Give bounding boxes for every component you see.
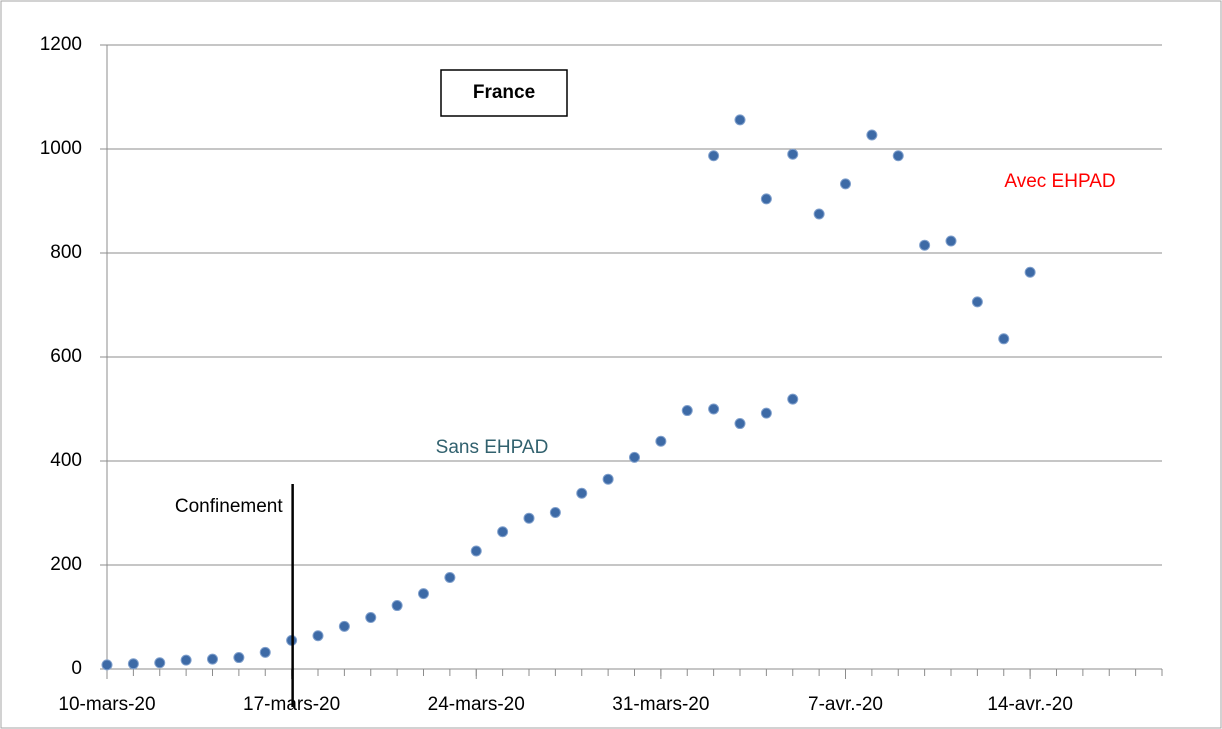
point (259, 646, 271, 658)
point (681, 405, 693, 417)
point (655, 435, 667, 447)
y-tick-label: 0 (71, 658, 82, 679)
point (365, 612, 377, 624)
point (444, 571, 456, 583)
point (391, 600, 403, 612)
series-label: Avec EHPAD (1004, 171, 1115, 192)
point (602, 473, 614, 485)
point (708, 150, 720, 162)
point (945, 235, 957, 247)
point (127, 658, 139, 670)
point (470, 545, 482, 557)
point (708, 403, 720, 415)
point (787, 148, 799, 160)
point (760, 407, 772, 419)
point (892, 150, 904, 162)
y-tick-label: 400 (50, 450, 82, 471)
point (813, 208, 825, 220)
y-tick-label: 1200 (40, 34, 82, 55)
point (312, 630, 324, 642)
point (101, 659, 113, 671)
series-label: Sans EHPAD (436, 437, 549, 458)
point (523, 512, 535, 524)
point (154, 657, 166, 669)
x-tick-label: 10-mars-20 (58, 694, 155, 715)
point (418, 588, 429, 600)
x-tick-label: 31-mars-20 (612, 694, 709, 715)
x-tick-label: 24-mars-20 (428, 694, 525, 715)
point (576, 487, 588, 499)
point (233, 652, 245, 664)
point (866, 129, 878, 141)
annotation-label: Confinement (175, 496, 283, 517)
point (497, 526, 509, 538)
point (734, 114, 746, 126)
point (549, 506, 561, 518)
point (734, 418, 746, 430)
point (760, 193, 772, 205)
y-tick-label: 800 (50, 242, 82, 263)
title-box (440, 69, 568, 117)
y-tick-label: 1000 (40, 138, 82, 159)
point (787, 393, 799, 405)
chart-title: France (473, 82, 535, 103)
point (971, 296, 983, 308)
y-tick-label: 600 (50, 346, 82, 367)
point (338, 620, 350, 632)
point (207, 653, 218, 665)
point (840, 178, 851, 190)
x-tick-label: 14-avr.-20 (987, 694, 1073, 715)
point (629, 451, 640, 463)
point (998, 333, 1010, 345)
y-tick-label: 200 (50, 554, 82, 575)
point (180, 654, 192, 666)
point (1024, 266, 1036, 278)
x-tick-label: 7-avr.-20 (808, 694, 883, 715)
point (919, 239, 931, 251)
